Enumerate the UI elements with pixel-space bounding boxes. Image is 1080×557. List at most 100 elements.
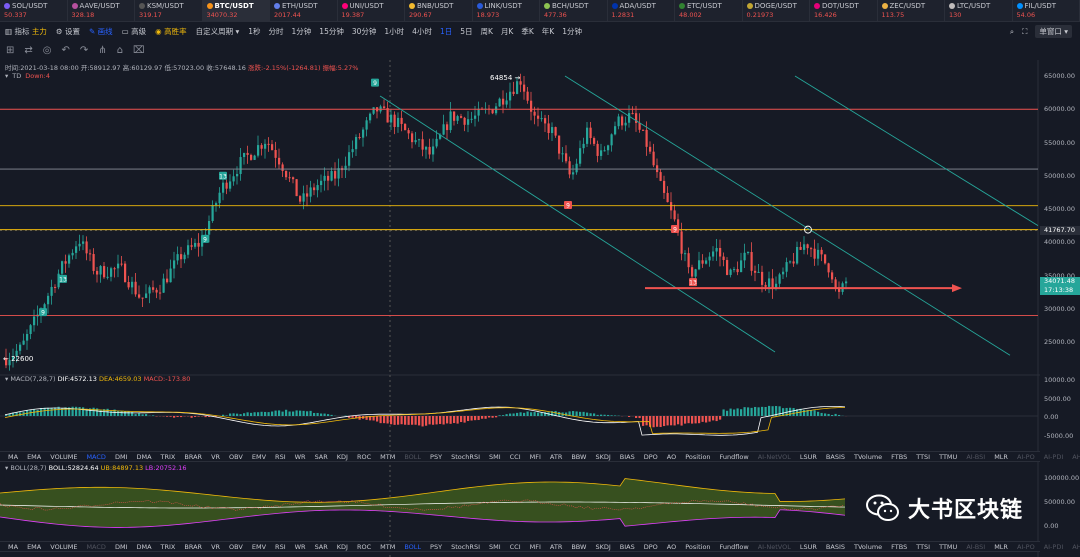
period-4[interactable]: 30分钟 xyxy=(351,27,377,36)
window-mode-button[interactable]: 单窗口 ▾ xyxy=(1035,25,1072,38)
indicator-tab[interactable]: FTBS xyxy=(891,542,908,551)
eye-icon[interactable]: ◎ xyxy=(42,44,52,56)
period-12[interactable]: 年K xyxy=(541,27,555,36)
period-7[interactable]: 1日 xyxy=(439,27,453,36)
indicator-tab[interactable]: BRAR xyxy=(184,452,203,461)
indicator-tab[interactable]: AO xyxy=(666,542,677,551)
indicator-tab[interactable]: BOLL xyxy=(404,452,422,461)
magnet-icon[interactable]: ⋔ xyxy=(98,44,107,56)
indicator-tab[interactable]: EMV xyxy=(251,452,267,461)
indicator-tab[interactable]: Fundflow xyxy=(719,542,749,551)
indicator-tab[interactable]: AI-PDI xyxy=(1043,452,1064,461)
fullscreen-icon[interactable]: ⛶ xyxy=(1022,26,1028,36)
indicator-tab[interactable]: BIAS xyxy=(619,542,635,551)
ticker-aave[interactable]: AAVE/USDT 328.18 xyxy=(68,0,135,22)
collapse-icon[interactable]: ▾ xyxy=(5,72,9,80)
delete-icon[interactable]: ⌧ xyxy=(133,44,145,56)
indicator-tab[interactable]: RSI xyxy=(275,452,286,461)
period-13[interactable]: 1分钟 xyxy=(562,27,582,36)
ticker-dot[interactable]: DOT/USDT 16.426 xyxy=(810,0,878,22)
indicator-tab[interactable]: MACD xyxy=(86,452,106,461)
indicator-tab[interactable]: ATR xyxy=(549,452,563,461)
indicator-tab[interactable]: EMA xyxy=(27,542,42,551)
indicator-tab[interactable]: AHU xyxy=(1072,452,1080,461)
draw-button[interactable]: ✎ 画线 xyxy=(88,27,113,36)
indicator-tab[interactable]: LSUR xyxy=(799,452,817,461)
ticker-doge[interactable]: DOGE/USDT 0.21973 xyxy=(743,0,810,22)
indicator-tab[interactable]: DMA xyxy=(136,452,152,461)
lock-icon[interactable]: ⌂ xyxy=(116,44,124,56)
indicator-tab[interactable]: AHU xyxy=(1072,542,1080,551)
indicator-tab[interactable]: SKDJ xyxy=(595,542,611,551)
indicator-tab[interactable]: BBW xyxy=(571,542,587,551)
indicator-tab[interactable]: VR xyxy=(211,542,221,551)
indicator-tab[interactable]: MACD xyxy=(86,542,106,551)
ticker-eth[interactable]: ETH/USDT 2017.44 xyxy=(270,0,338,22)
advanced-button[interactable]: ▭ 高级 xyxy=(121,27,147,36)
indicator-tab[interactable]: AI-PDI xyxy=(1043,542,1064,551)
period-2[interactable]: 1分钟 xyxy=(291,27,312,36)
indicator-tab[interactable]: DMI xyxy=(114,542,128,551)
indicator-tab[interactable]: BASIS xyxy=(825,542,845,551)
period-1[interactable]: 分时 xyxy=(268,27,284,36)
indicator-tab[interactable]: MFI xyxy=(529,542,541,551)
indicator-tab[interactable]: VOLUME xyxy=(50,452,78,461)
ticker-sol[interactable]: SOL/USDT 50.337 xyxy=(0,0,68,22)
indicator-tab[interactable]: TVolume xyxy=(854,542,883,551)
indicator-tab[interactable]: MFI xyxy=(529,452,541,461)
indicator-tab[interactable]: EMV xyxy=(251,542,267,551)
indicator-tab[interactable]: Fundflow xyxy=(719,452,749,461)
indicator-tab[interactable]: BASIS xyxy=(825,452,845,461)
indicator-tab[interactable]: TVolume xyxy=(854,452,883,461)
td-indicator-label[interactable]: ▾ TD Down:4 xyxy=(5,72,50,80)
indicator-tab[interactable]: MTM xyxy=(380,542,396,551)
grid-icon[interactable]: ⊞ xyxy=(6,44,15,56)
indicator-tab[interactable]: SAR xyxy=(314,452,328,461)
indicator-tab[interactable]: AI-PO xyxy=(1016,542,1035,551)
compare-icon[interactable]: ⇄ xyxy=(24,44,33,56)
indicator-tab[interactable]: OBV xyxy=(229,542,243,551)
winrate-button[interactable]: ◉ 高胜率 xyxy=(155,27,187,36)
redo-icon[interactable]: ↷ xyxy=(79,44,89,56)
indicator-tab[interactable]: MA xyxy=(8,542,19,551)
ticker-etc[interactable]: ETC/USDT 48.002 xyxy=(675,0,743,22)
indicator-tab[interactable]: PSY xyxy=(430,452,443,461)
indicators-button[interactable]: ▥ 指标 主力 xyxy=(5,27,47,36)
indicator-tab[interactable]: DPO xyxy=(643,452,658,461)
period-9[interactable]: 周K xyxy=(480,27,493,36)
indicator-tab[interactable]: MTM xyxy=(380,452,396,461)
ticker-bnb[interactable]: BNB/USDT 290.67 xyxy=(405,0,473,22)
indicator-tab[interactable]: BOLL xyxy=(404,542,422,551)
ticker-btc[interactable]: BTC/USDT 34070.32 xyxy=(202,0,270,22)
indicator-tab[interactable]: ROC xyxy=(356,452,372,461)
custom-period-button[interactable]: 自定义周期 ▾ xyxy=(195,27,240,36)
indicator-tab[interactable]: TRIX xyxy=(160,542,176,551)
ticker-uni[interactable]: UNI/USDT 19.387 xyxy=(338,0,405,22)
indicator-tab[interactable]: AI-NetVOL xyxy=(757,452,791,461)
indicator-tab[interactable]: LSUR xyxy=(799,542,817,551)
indicator-tab[interactable]: BIAS xyxy=(619,452,635,461)
chart-canvas[interactable]: 9 13 9 13 9 9 9 13 64854 → ← 22600 xyxy=(0,60,1040,557)
indicator-tab[interactable]: AI-NetVOL xyxy=(757,542,791,551)
indicator-tab[interactable]: ATR xyxy=(549,542,563,551)
undo-icon[interactable]: ↶ xyxy=(61,44,70,56)
settings-button[interactable]: ⚙ 设置 xyxy=(55,27,80,36)
indicator-tab[interactable]: OBV xyxy=(229,452,243,461)
indicator-tab[interactable]: AI-BSI xyxy=(966,542,986,551)
indicator-tab[interactable]: PSY xyxy=(430,542,443,551)
indicator-tab[interactable]: TTSI xyxy=(916,542,931,551)
ticker-zec[interactable]: ZEC/USDT 113.75 xyxy=(878,0,945,22)
period-3[interactable]: 15分钟 xyxy=(319,27,344,36)
indicator-tab[interactable]: FTBS xyxy=(891,452,908,461)
ticker-bch[interactable]: BCH/USDT 477.36 xyxy=(540,0,608,22)
period-5[interactable]: 1小时 xyxy=(384,27,405,36)
collapse-icon[interactable]: ▾ xyxy=(5,464,9,472)
indicator-tab[interactable]: DMI xyxy=(114,452,128,461)
indicator-tab[interactable]: TTMU xyxy=(939,452,958,461)
indicator-tab[interactable]: EMA xyxy=(27,452,42,461)
indicator-tab[interactable]: BRAR xyxy=(184,542,203,551)
indicator-tab[interactable]: TRIX xyxy=(160,452,176,461)
indicator-tab[interactable]: MLR xyxy=(994,452,1008,461)
indicator-tab[interactable]: KDJ xyxy=(336,452,348,461)
indicator-tab[interactable]: Position xyxy=(685,452,711,461)
